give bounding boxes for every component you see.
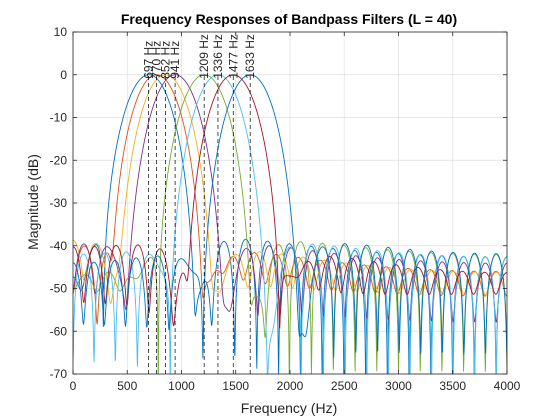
- center-frequency-label: 770 Hz: [150, 41, 164, 79]
- x-tick-label: 2500: [331, 379, 358, 393]
- x-tick-label: 0: [70, 379, 77, 393]
- x-tick-label: 1500: [222, 379, 249, 393]
- x-tick-label: 3500: [439, 379, 466, 393]
- x-tick-label: 3000: [385, 379, 412, 393]
- chart-title: Frequency Responses of Bandpass Filters …: [121, 11, 457, 27]
- x-tick-label: 4000: [494, 379, 521, 393]
- x-axis-label: Frequency (Hz): [241, 400, 337, 416]
- y-tick-label: -40: [50, 239, 68, 253]
- center-frequency-label: 1477 Hz: [226, 34, 240, 79]
- series-line-3: [73, 74, 507, 304]
- series-line-6: [73, 74, 507, 374]
- y-tick-label: -70: [50, 367, 68, 381]
- center-frequency-label: 1209 Hz: [197, 34, 211, 79]
- series-line-5: [73, 74, 507, 374]
- y-tick-label: -60: [50, 324, 68, 338]
- series-line-7: [73, 74, 507, 329]
- center-frequency-label: 697 Hz: [142, 41, 156, 79]
- ticks: 0 500 1000 1500 2000 2500 3000 3500 4000 10 0 -10 -2…: [50, 25, 521, 393]
- y-tick-label: -10: [50, 111, 68, 125]
- y-tick-label: -30: [50, 196, 68, 210]
- y-tick-label: -20: [50, 153, 68, 167]
- center-frequency-label: 941 Hz: [168, 41, 182, 79]
- series-line-1: [73, 74, 507, 374]
- y-tick-label: -50: [50, 282, 68, 296]
- y-tick-label: 0: [60, 68, 67, 82]
- x-tick-label: 2000: [277, 379, 304, 393]
- x-tick-label: 500: [117, 379, 137, 393]
- center-frequency-label: 852 Hz: [158, 41, 172, 79]
- y-axis-label: Magnitude (dB): [25, 154, 41, 250]
- series-line-8: [73, 74, 507, 359]
- center-frequency-label: 1633 Hz: [243, 34, 257, 79]
- x-tick-label: 1000: [168, 379, 195, 393]
- y-tick-label: 10: [54, 25, 68, 39]
- center-frequency-label: 1336 Hz: [211, 34, 225, 79]
- series-group: [73, 74, 507, 374]
